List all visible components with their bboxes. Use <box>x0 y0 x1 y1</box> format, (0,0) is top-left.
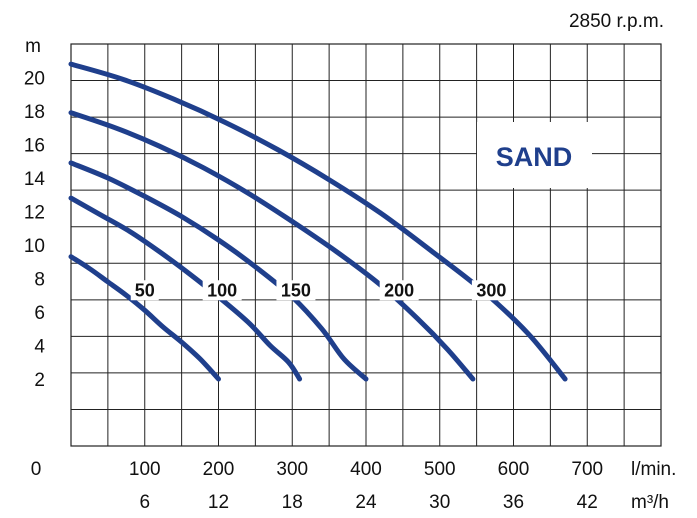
y-tick-label: 18 <box>24 102 45 123</box>
x-tick-label-m3h: 30 <box>429 492 450 513</box>
x-origin-label: 0 <box>31 459 42 480</box>
curve-label-300: 300 <box>476 280 506 300</box>
curve-label-100: 100 <box>207 280 237 300</box>
x-tick-label-lmin: 500 <box>424 459 456 480</box>
curve-labels: 50 100 150 200 300 <box>130 280 511 301</box>
curve-label-150: 150 <box>281 280 311 300</box>
curve-300 <box>68 61 568 382</box>
x-tick-label-m3h: 24 <box>355 492 377 513</box>
curve-150 <box>68 160 369 382</box>
curve-label-bg <box>379 280 419 301</box>
x-axis-unit-secondary: m³/h <box>631 492 669 513</box>
x-tick-label-m3h: 12 <box>208 492 229 513</box>
axis-ticks: 2468101214161820100620012300184002450030… <box>24 69 603 514</box>
curve-label-bg <box>130 280 159 301</box>
curve-label-200: 200 <box>384 280 414 300</box>
curve-label-bg <box>202 280 242 301</box>
y-tick-label: 8 <box>34 270 45 291</box>
x-tick-label-m3h: 42 <box>577 492 598 513</box>
curve-50 <box>68 254 221 382</box>
x-tick-label-lmin: 200 <box>203 459 235 480</box>
badge-box <box>477 122 592 188</box>
curve-label-50: 50 <box>135 280 155 300</box>
x-tick-label-lmin: 600 <box>498 459 530 480</box>
y-tick-label: 10 <box>24 236 45 257</box>
y-tick-label: 6 <box>34 303 45 324</box>
curve-100 <box>68 195 303 382</box>
x-tick-label-m3h: 36 <box>503 492 524 513</box>
curve-200 <box>68 110 476 382</box>
y-tick-label: 14 <box>24 169 46 190</box>
sand-badge-label: SAND <box>496 142 573 172</box>
x-axis-unit-primary: l/min. <box>631 459 676 480</box>
chart-title: 2850 r.p.m. <box>569 11 664 32</box>
y-tick-label: 2 <box>34 370 45 391</box>
curve-label-bg <box>471 280 511 301</box>
y-tick-label: 20 <box>24 69 45 90</box>
y-tick-label: 16 <box>24 136 45 157</box>
chart-grid <box>70 43 662 447</box>
y-axis-label: m <box>25 36 41 57</box>
x-tick-label-lmin: 100 <box>129 459 161 480</box>
y-tick-label: 4 <box>34 337 45 358</box>
x-tick-label-m3h: 18 <box>282 492 303 513</box>
curve-label-bg <box>276 280 316 301</box>
x-tick-label-m3h: 6 <box>139 492 150 513</box>
x-tick-label-lmin: 700 <box>571 459 603 480</box>
x-tick-label-lmin: 400 <box>350 459 382 480</box>
y-tick-label: 12 <box>24 203 45 224</box>
x-tick-label-lmin: 300 <box>276 459 308 480</box>
